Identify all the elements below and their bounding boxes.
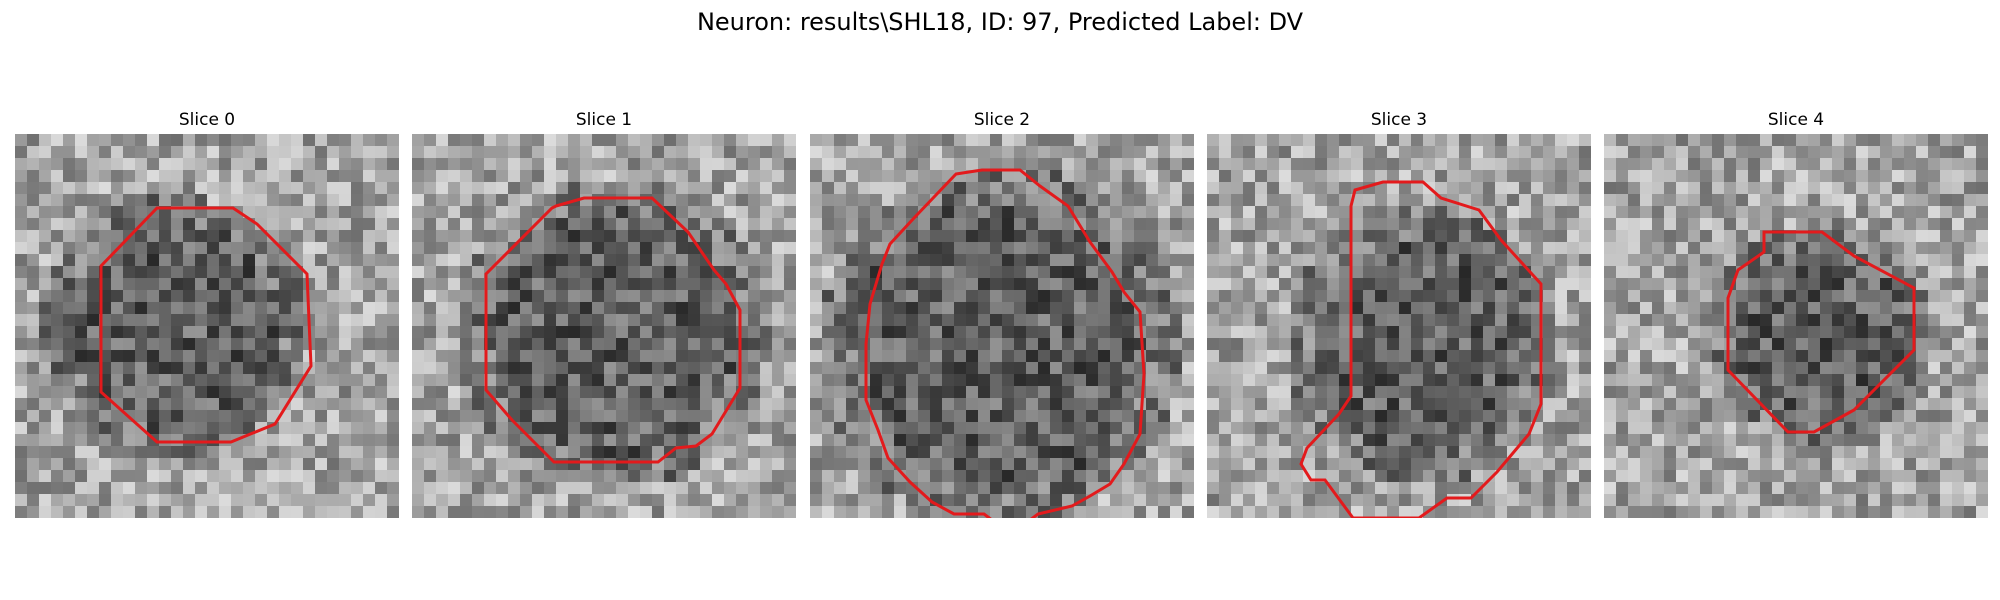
roi-outline-0 [99,206,313,444]
roi-outline-3 [1299,180,1543,518]
slice-image-3 [1207,134,1591,518]
slice-title-0: Slice 0 [178,110,236,130]
slice-title-4: Slice 4 [1767,110,1825,130]
figure-title: Neuron: results\SHL18, ID: 97, Predicted… [696,8,1304,36]
slice-image-1 [412,134,796,518]
slice-image-2 [810,134,1194,518]
roi-outline-2 [864,168,1146,518]
slice-title-3: Slice 3 [1370,110,1428,130]
slice-title-2: Slice 2 [973,110,1031,130]
slice-title-1: Slice 1 [575,110,633,130]
slice-image-4 [1604,134,1988,518]
roi-outline-4 [1726,230,1916,434]
roi-outline-1 [484,196,742,464]
slice-image-0 [15,134,399,518]
